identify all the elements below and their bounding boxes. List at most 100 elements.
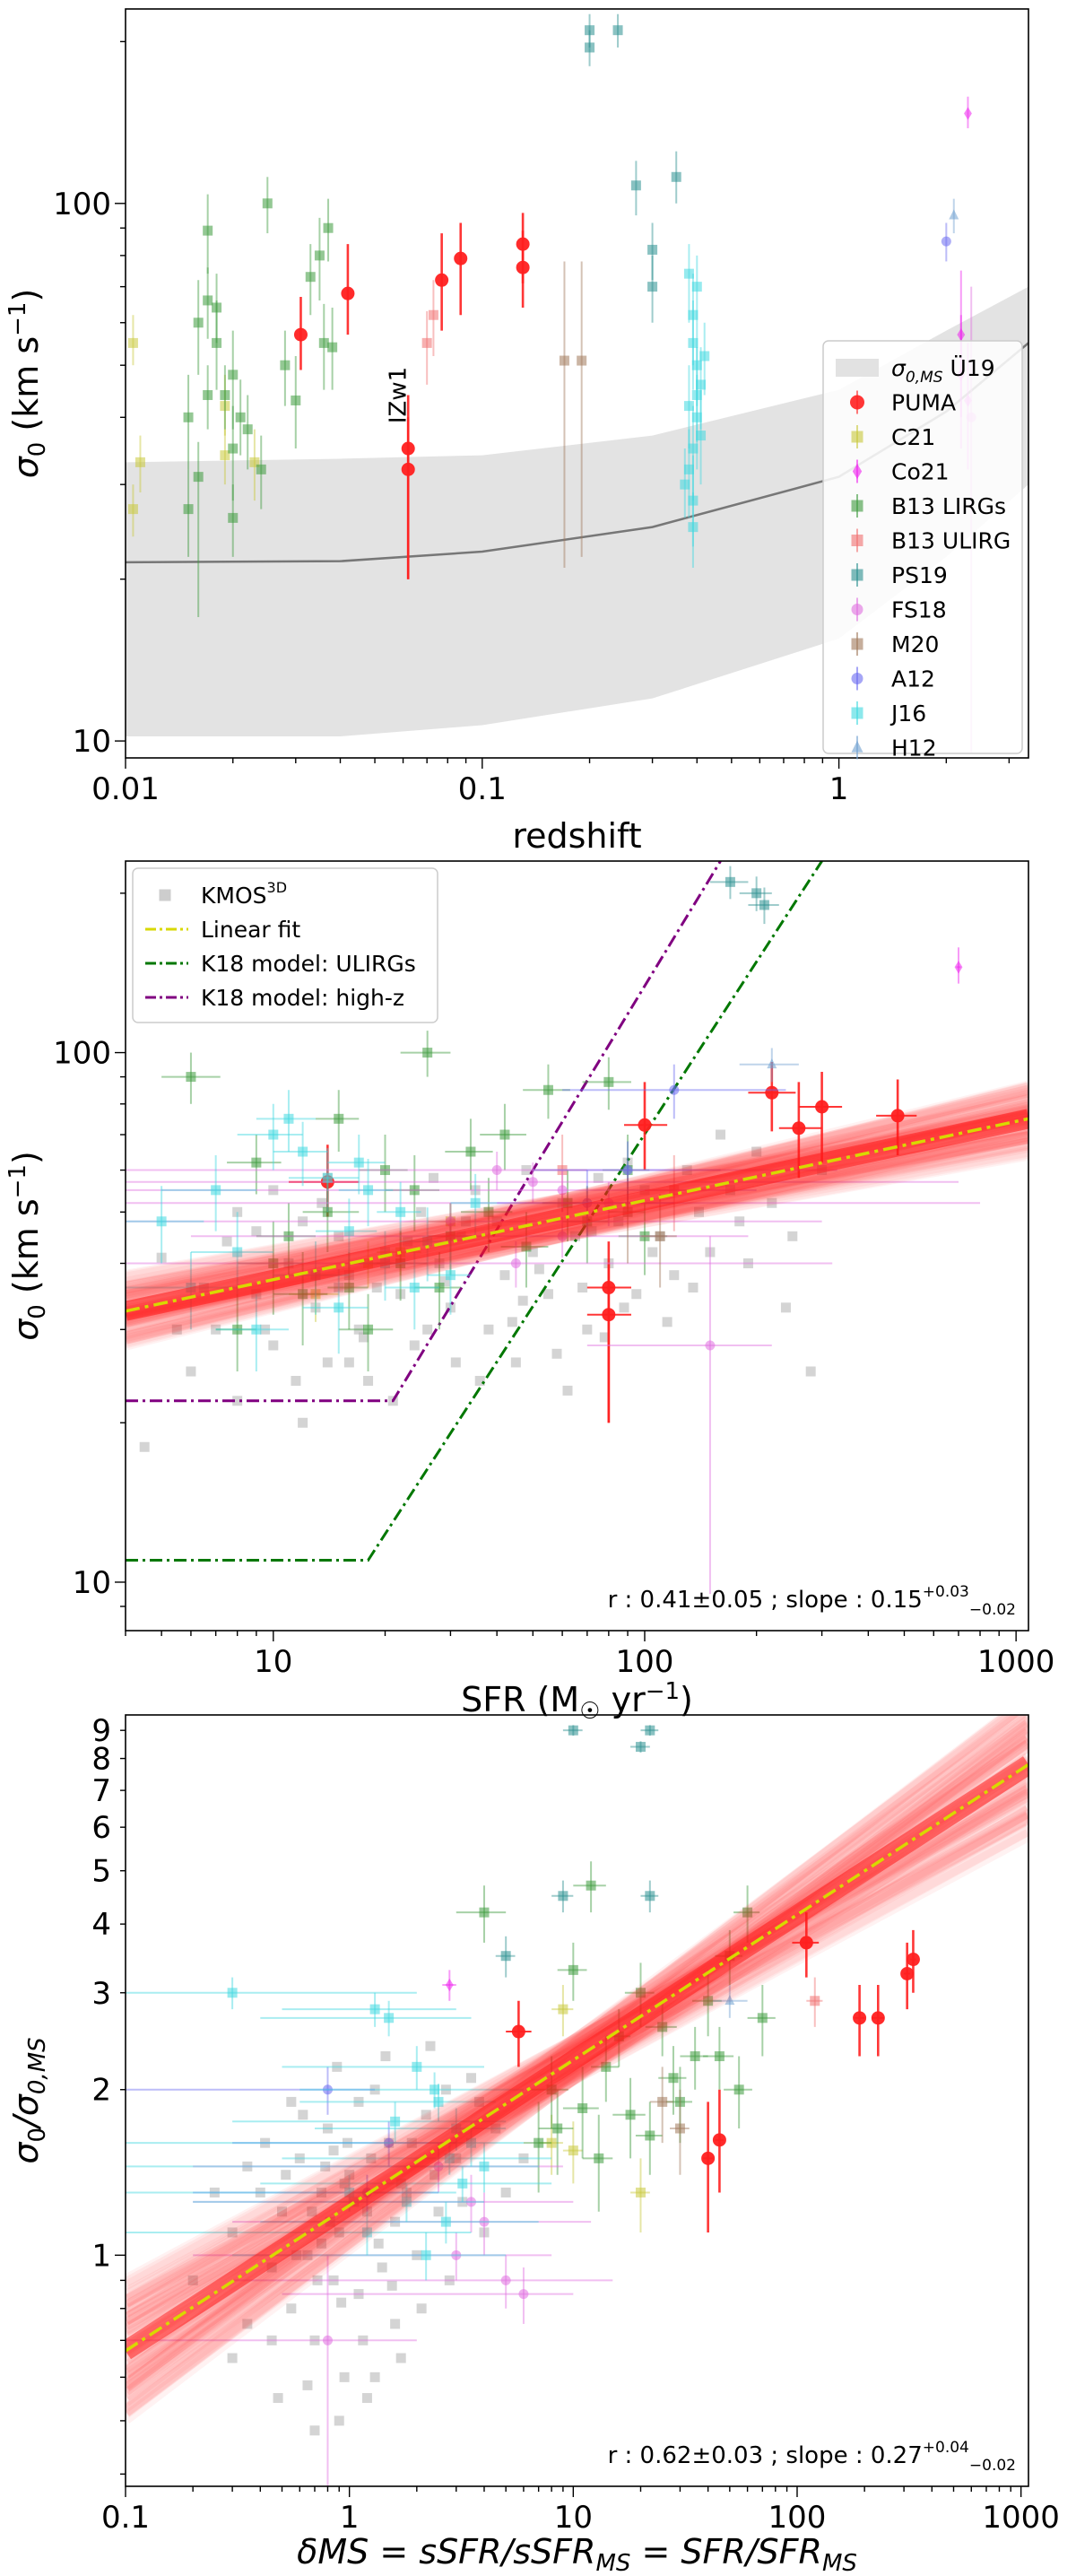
legend-label-part: Ü19 [943,355,995,381]
y-axis-label-part: ) [6,289,46,302]
legend-label: B13 ULIRG [891,528,1011,554]
data-point [734,1216,745,1227]
data-point [733,2084,744,2095]
data-point [260,2137,271,2148]
data-point [461,1216,472,1227]
data-point [552,2123,563,2134]
data-point [586,1880,596,1891]
panel-2: 10 100 1000 10 100 r : 0.41±0.05 ; slope : 0.… [4,860,1054,1725]
data-point [341,286,355,300]
data-point [221,1236,232,1247]
data-point [577,2102,588,2113]
data-point [511,2024,525,2039]
legend-label-part: KMOS [201,883,267,909]
fit-sample-line [126,1829,1028,2325]
data-point [691,412,702,422]
data-point [334,2227,344,2238]
fit-sample-line [126,1739,1028,2337]
data-point [674,2096,685,2107]
data-point [316,2187,326,2197]
data-point [767,1058,777,1069]
fit-sample-line [126,1122,1028,1345]
legend-swatch [836,359,879,377]
data-point [562,1197,573,1208]
data-point [465,2137,476,2148]
x-axis-label-part: SFR/SFR [681,2532,822,2572]
data-point [690,2051,700,2062]
x-axis-label-part: ) [680,1680,693,1719]
data-point [516,260,530,274]
data-point [434,1283,445,1293]
legend-marker [851,535,863,546]
data-point [434,1258,445,1269]
data-point [193,472,204,483]
data-point [792,1121,806,1136]
data-point [127,337,138,348]
data-point [283,1231,294,1241]
x-tick-label: 10 [254,1644,292,1680]
data-point [542,1289,553,1300]
data-point [344,2170,355,2180]
data-point [283,1258,294,1269]
data-point [450,1357,461,1368]
data-point [409,1185,420,1196]
data-point [479,1907,490,1918]
fit-stats-label-part: +0.03 [923,1583,969,1601]
fit-sample-line [126,1084,1028,1308]
data-point [251,1226,262,1237]
data-point [336,2297,347,2308]
data-point [386,2280,397,2291]
data-point [619,1302,629,1313]
data-point [964,107,972,120]
data-point [186,1366,196,1377]
data-point [586,1226,597,1237]
y-axis-label-part: −1 [4,302,31,336]
data-point [384,2013,395,2023]
data-point [647,1247,658,1258]
y-axis-label: σ0 (km s−1) [4,289,51,479]
data-point [500,2187,511,2197]
data-point [334,1283,344,1293]
legend-label: H12 [891,735,937,761]
data-point [220,401,230,412]
data-point [500,2275,511,2285]
data-point [395,1206,406,1217]
data-point [305,272,316,283]
data-point [380,2051,391,2062]
data-point [439,1276,450,1287]
data-point [714,2051,725,2062]
data-point [203,389,213,400]
data-point [577,355,587,366]
k18-ulirgs-line [126,861,823,1562]
x-tick-label: 0.1 [458,771,507,807]
x-tick-label: 1000 [982,2500,1060,2536]
k18-highz-line [126,861,722,1403]
data-point [568,2145,578,2156]
series-puma [506,1912,920,2232]
fit-sample-line [126,1726,1028,2424]
data-point [688,309,699,320]
data-point [871,2011,885,2025]
data-point [671,171,681,182]
data-point [669,1270,680,1281]
data-point [343,1270,354,1281]
data-point [457,2197,468,2207]
series-c21 [538,1985,650,2232]
fit-sample-line [126,1087,1028,1306]
data-point [805,1366,816,1377]
data-point [134,457,145,467]
data-point [373,2238,384,2249]
data-point [705,1340,716,1351]
data-point [681,1165,692,1176]
data-point [787,1231,798,1241]
data-point [203,225,213,236]
data-point [235,412,246,422]
data-point [358,1332,369,1343]
data-point [353,2289,364,2300]
data-point [625,2110,636,2120]
fit-stats-label-part: −0.02 [969,1601,1016,1619]
data-point [428,309,438,320]
data-point [451,2250,462,2260]
data-point [401,2197,412,2207]
y-tick-label: 8 [91,1742,111,1778]
